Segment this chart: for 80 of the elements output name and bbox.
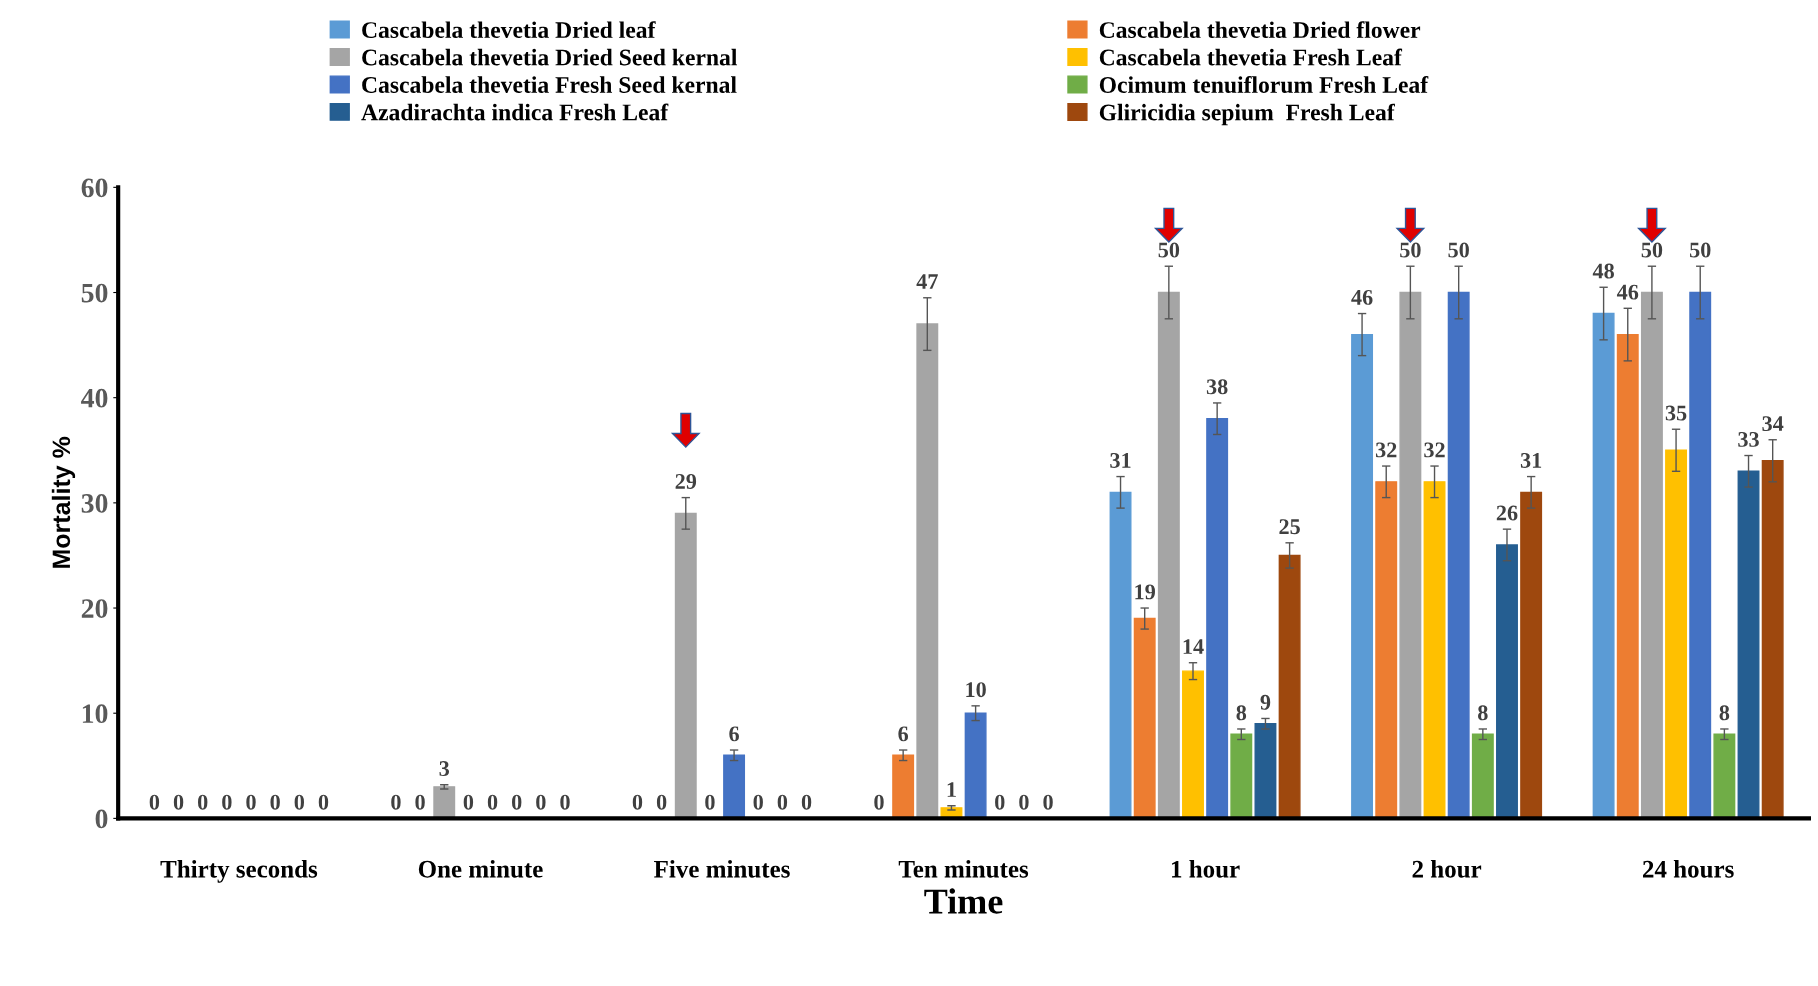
data-label: 0 bbox=[487, 794, 498, 810]
legend-label: Cascabela thevetia Dried Seed kernal bbox=[362, 48, 738, 66]
y-axis-title: Mortality % bbox=[51, 436, 76, 568]
data-label: 0 bbox=[536, 794, 546, 810]
data-label: 0 bbox=[801, 794, 812, 810]
data-label: 10 bbox=[966, 682, 986, 698]
data-label: 1 bbox=[947, 782, 956, 797]
data-label: 0 bbox=[777, 794, 788, 810]
data-label: 0 bbox=[753, 794, 763, 810]
data-label: 0 bbox=[705, 794, 715, 810]
x-tick-label: 24 hours bbox=[1643, 860, 1734, 878]
data-label: 0 bbox=[463, 794, 474, 810]
legend-label: Ocimum tenuiflorum Fresh Leaf bbox=[1099, 76, 1429, 93]
y-tick-label: 60 bbox=[81, 178, 108, 198]
data-label: 0 bbox=[656, 794, 667, 810]
data-label: 31 bbox=[1110, 452, 1131, 468]
data-label: 0 bbox=[198, 794, 208, 810]
legend-label: Gliricidia sepium Fresh Leaf bbox=[1099, 103, 1395, 126]
data-label: 3 bbox=[439, 761, 450, 777]
data-label: 0 bbox=[560, 794, 570, 810]
data-label: 0 bbox=[391, 794, 401, 810]
x-tick-label: Thirty seconds bbox=[160, 860, 318, 883]
data-label: 0 bbox=[222, 794, 232, 810]
data-label: 50 bbox=[1158, 242, 1180, 258]
x-axis-title: Time bbox=[924, 888, 1003, 914]
data-label: 34 bbox=[1762, 416, 1784, 432]
data-label: 0 bbox=[632, 794, 643, 810]
x-tick-label: One minute bbox=[418, 860, 543, 878]
y-tick-label: 40 bbox=[81, 388, 108, 408]
data-label: 35 bbox=[1665, 405, 1687, 421]
y-tick-label: 10 bbox=[82, 704, 108, 724]
data-label: 0 bbox=[173, 794, 184, 810]
data-label: 26 bbox=[1496, 505, 1518, 521]
y-tick-label: 20 bbox=[81, 599, 108, 618]
data-label: 46 bbox=[1351, 289, 1373, 305]
data-label: 50 bbox=[1448, 242, 1469, 258]
data-label: 0 bbox=[246, 794, 256, 810]
data-label: 0 bbox=[874, 794, 884, 810]
data-label: 9 bbox=[1260, 694, 1271, 710]
data-label: 8 bbox=[1719, 705, 1730, 721]
data-label: 47 bbox=[916, 274, 938, 289]
data-label: 8 bbox=[1236, 705, 1247, 721]
data-label: 0 bbox=[318, 794, 329, 810]
data-label: 0 bbox=[294, 794, 305, 810]
data-label: 8 bbox=[1478, 705, 1488, 721]
data-label: 46 bbox=[1616, 284, 1639, 300]
data-label: 50 bbox=[1690, 242, 1711, 258]
x-tick-label: 2 hour bbox=[1412, 860, 1482, 878]
legend-label: Cascabela thevetia Dried flower bbox=[1099, 21, 1421, 39]
data-label: 38 bbox=[1206, 379, 1228, 395]
data-label: 0 bbox=[270, 794, 280, 810]
data-label: 0 bbox=[1043, 794, 1053, 810]
y-tick-label: 50 bbox=[81, 283, 108, 303]
x-tick-label: Ten minutes bbox=[898, 860, 1029, 878]
data-label: 0 bbox=[1019, 794, 1029, 810]
legend-label: Azadirachta indica Fresh Leaf bbox=[361, 103, 669, 121]
data-label: 14 bbox=[1183, 639, 1204, 654]
x-tick-label: Five minutes bbox=[654, 860, 790, 878]
y-tick-label: 30 bbox=[81, 494, 108, 513]
data-label: 32 bbox=[1424, 442, 1445, 458]
data-label: 31 bbox=[1520, 452, 1542, 468]
data-label: 32 bbox=[1375, 442, 1397, 458]
legend-label: Cascabela thevetia Dried leaf bbox=[362, 21, 656, 39]
data-label: 50 bbox=[1400, 242, 1421, 258]
x-tick-label: 1 hour bbox=[1172, 860, 1240, 878]
data-label: 0 bbox=[149, 794, 160, 810]
data-label: 25 bbox=[1279, 519, 1300, 535]
legend-label: Cascabela thevetia Fresh Leaf bbox=[1099, 48, 1403, 66]
data-label: 6 bbox=[898, 726, 909, 742]
data-label: 6 bbox=[729, 726, 739, 742]
data-label: 19 bbox=[1135, 584, 1155, 600]
data-label: 0 bbox=[995, 794, 1005, 810]
data-label: 48 bbox=[1592, 263, 1614, 279]
data-label: 29 bbox=[675, 473, 697, 489]
legend-label: Cascabela thevetia Fresh Seed kernal bbox=[362, 76, 737, 93]
data-label: 0 bbox=[415, 794, 425, 810]
data-label: 0 bbox=[511, 794, 522, 810]
y-tick-label: 0 bbox=[95, 809, 108, 829]
data-label: 33 bbox=[1738, 431, 1759, 447]
data-label: 50 bbox=[1641, 242, 1663, 258]
